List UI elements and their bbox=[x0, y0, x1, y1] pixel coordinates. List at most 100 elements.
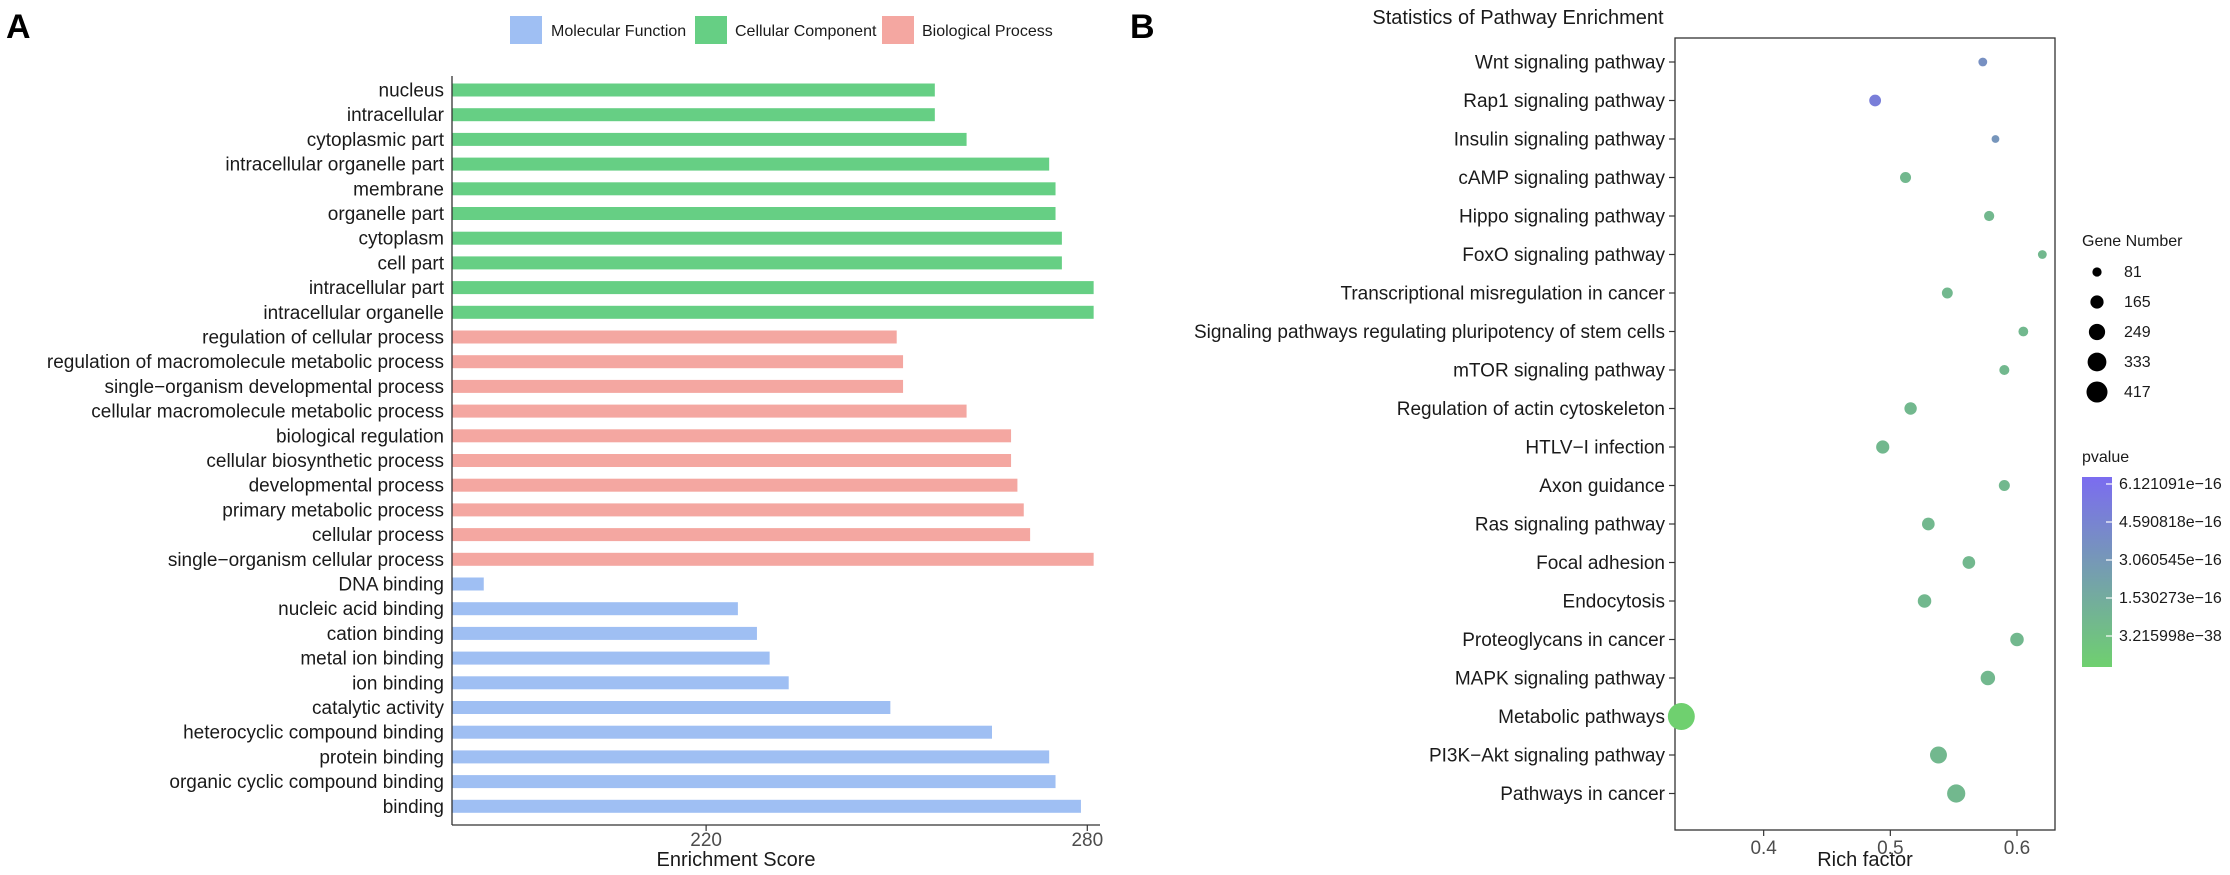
panel-a-bars bbox=[452, 83, 1094, 813]
panel-a-legend: Molecular Function Cellular Component Bi… bbox=[510, 16, 1053, 44]
bar-regulation-of-macromolecule-metabolic-process bbox=[452, 355, 904, 369]
panel-b-label-rap1-signaling-pathway: Rap1 signaling pathway bbox=[1463, 91, 1665, 112]
bar-cytoplasmic-part bbox=[452, 132, 967, 146]
panel-b-tick-label: 0.5 bbox=[1877, 838, 1903, 859]
pvalue-legend-label: 6.121091e−16 bbox=[2119, 476, 2222, 493]
bar-cellular-biosynthetic-process bbox=[452, 454, 1012, 467]
panel-a-tag: A bbox=[6, 8, 31, 46]
panel-a-label-intracellular-organelle-part: intracellular organelle part bbox=[225, 155, 444, 176]
bar-binding bbox=[452, 799, 1081, 813]
panel-a-label-cellular-process: cellular process bbox=[312, 525, 444, 546]
point-proteoglycans-in-cancer bbox=[2010, 632, 2024, 647]
panel-b-label-camp-signaling-pathway: cAMP signaling pathway bbox=[1458, 168, 1665, 189]
gene-number-legend-label: 333 bbox=[2124, 354, 2151, 371]
panel-b-label-regulation-of-actin-cytoskeleton: Regulation of actin cytoskeleton bbox=[1397, 399, 1665, 420]
panel-a-label-organic-cyclic-compound-binding: organic cyclic compound binding bbox=[169, 772, 444, 793]
pvalue-legend-label: 1.530273e−16 bbox=[2119, 590, 2222, 607]
bar-organic-cyclic-compound-binding bbox=[452, 775, 1056, 789]
panel-a-label-heterocyclic-compound-binding: heterocyclic compound binding bbox=[183, 723, 444, 744]
panel-a-label-metal-ion-binding: metal ion binding bbox=[300, 649, 444, 670]
panel-a-label-cellular-macromolecule-metabolic-process: cellular macromolecule metabolic process bbox=[91, 402, 444, 423]
point-htlv-i-infection bbox=[1876, 440, 1890, 454]
legend-label-biological-process: Biological Process bbox=[922, 23, 1053, 40]
bar-cell-part bbox=[452, 256, 1062, 270]
point-pi3k-akt-signaling-pathway bbox=[1929, 746, 1947, 764]
panel-a-label-single-organism-developmental-process: single−organism developmental process bbox=[104, 377, 444, 398]
legend-label-cellular-component: Cellular Component bbox=[735, 23, 877, 40]
bar-nucleus bbox=[452, 83, 935, 97]
bar-catalytic-activity bbox=[452, 701, 891, 714]
point-wnt-signaling-pathway bbox=[1978, 57, 1988, 67]
panel-b-label-mtor-signaling-pathway: mTOR signaling pathway bbox=[1453, 361, 1665, 382]
panel-b-label-transcriptional-misregulation-in-cancer: Transcriptional misregulation in cancer bbox=[1340, 284, 1665, 305]
bar-cation-binding bbox=[452, 626, 757, 640]
legend-swatch-biological-process bbox=[882, 16, 914, 44]
panel-a-x-axis-title: Enrichment Score bbox=[657, 849, 816, 871]
point-signaling-pathways-regulating-pluripotency-of-stem-cells bbox=[2018, 326, 2029, 337]
point-pathways-in-cancer bbox=[1947, 784, 1966, 803]
panel-b-label-signaling-pathways-regulating-pluripotency-of-stem-cells: Signaling pathways regulating pluripoten… bbox=[1194, 322, 1665, 343]
point-transcriptional-misregulation-in-cancer bbox=[1941, 287, 1953, 299]
bar-cellular-macromolecule-metabolic-process bbox=[452, 404, 967, 418]
bar-biological-regulation bbox=[452, 429, 1012, 443]
panel-b-label-pi3k-akt-signaling-pathway: PI3K−Akt signaling pathway bbox=[1429, 746, 1666, 767]
panel-a-label-binding: binding bbox=[383, 797, 444, 818]
panel-a-x-ticks: 220 280 bbox=[690, 825, 1103, 851]
panel-a-label-cell-part: cell part bbox=[377, 253, 444, 274]
point-camp-signaling-pathway bbox=[1900, 171, 1912, 184]
point-foxo-signaling-pathway bbox=[2037, 250, 2047, 259]
bar-metal-ion-binding bbox=[452, 651, 770, 665]
pvalue-legend-title: pvalue bbox=[2082, 449, 2129, 466]
panel-b-points bbox=[1667, 57, 2047, 803]
legend-label-molecular-function: Molecular Function bbox=[551, 23, 686, 40]
panel-a-tick-label: 220 bbox=[690, 830, 722, 851]
panel-b-label-wnt-signaling-pathway: Wnt signaling pathway bbox=[1475, 53, 1666, 74]
bar-ion-binding bbox=[452, 676, 789, 690]
panel-a-label-single-organism-cellular-process: single−organism cellular process bbox=[168, 550, 444, 571]
point-mapk-signaling-pathway bbox=[1980, 670, 1996, 686]
gene-number-legend: 81 165 249 333 417 bbox=[2086, 264, 2151, 403]
panel-b-label-endocytosis: Endocytosis bbox=[1563, 592, 1665, 613]
gene-number-legend-label: 165 bbox=[2124, 294, 2151, 311]
panel-a-label-cation-binding: cation binding bbox=[327, 624, 444, 645]
panel-a-label-cytoplasm: cytoplasm bbox=[358, 229, 444, 250]
panel-a-category-labels: nucleus intracellular cytoplasmic part intr… bbox=[47, 81, 445, 818]
panel-b-label-axon-guidance: Axon guidance bbox=[1539, 476, 1665, 497]
panel-b-label-focal-adhesion: Focal adhesion bbox=[1536, 553, 1665, 574]
panel-b-label-pathways-in-cancer: Pathways in cancer bbox=[1500, 784, 1665, 805]
panel-a-label-protein-binding: protein binding bbox=[319, 747, 444, 768]
bar-primary-metabolic-process bbox=[452, 503, 1024, 517]
panel-b-tick-label: 0.6 bbox=[2004, 838, 2030, 859]
panel-b-pathway-labels: Wnt signaling pathway Rap1 signaling path… bbox=[1194, 53, 1675, 805]
panel-a-label-ion-binding: ion binding bbox=[352, 673, 444, 694]
panel-a-label-organelle-part: organelle part bbox=[328, 204, 445, 225]
bar-single-organism-developmental-process bbox=[452, 379, 904, 393]
pvalue-legend-label: 3.060545e−16 bbox=[2119, 552, 2222, 569]
legend-swatch-cellular-component bbox=[695, 16, 727, 44]
panel-a-label-developmental-process: developmental process bbox=[249, 476, 444, 497]
bar-cellular-process bbox=[452, 528, 1031, 542]
panel-b-label-hippo-signaling-pathway: Hippo signaling pathway bbox=[1459, 207, 1665, 228]
gene-number-legend-dot bbox=[2092, 267, 2102, 277]
panel-b-plot-frame bbox=[1674, 37, 2056, 831]
panel-b-label-htlv-i-infection: HTLV−I infection bbox=[1525, 438, 1665, 459]
point-insulin-signaling-pathway bbox=[1991, 135, 2000, 143]
bar-developmental-process bbox=[452, 478, 1018, 492]
bar-nucleic-acid-binding bbox=[452, 602, 738, 616]
pvalue-colorbar bbox=[2082, 477, 2112, 667]
point-regulation-of-actin-cytoskeleton bbox=[1904, 402, 1917, 415]
bar-intracellular-organelle bbox=[452, 305, 1094, 319]
panel-b-title: Statistics of Pathway Enrichment bbox=[1372, 7, 1664, 29]
panel-a-label-dna-binding: DNA binding bbox=[338, 575, 444, 596]
bar-intracellular-part bbox=[452, 281, 1094, 295]
point-axon-guidance bbox=[1998, 479, 2010, 492]
gene-number-legend-label: 81 bbox=[2124, 264, 2142, 281]
panel-a-label-cytoplasmic-part: cytoplasmic part bbox=[307, 130, 445, 151]
panel-a-label-nucleic-acid-binding: nucleic acid binding bbox=[278, 599, 444, 620]
panel-b-label-metabolic-pathways: Metabolic pathways bbox=[1498, 707, 1665, 728]
gene-number-legend-label: 249 bbox=[2124, 324, 2151, 341]
panel-a-label-regulation-of-cellular-process: regulation of cellular process bbox=[202, 328, 444, 349]
panel-b-x-axis-title: Rich factor bbox=[1817, 849, 1913, 871]
bar-intracellular-organelle-part bbox=[452, 157, 1050, 171]
